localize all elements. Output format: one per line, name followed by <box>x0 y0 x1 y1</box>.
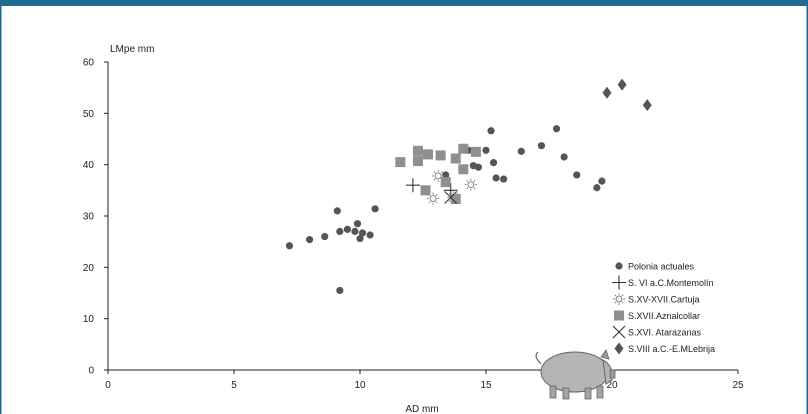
data-point <box>412 156 423 167</box>
legend-marker <box>615 262 623 270</box>
x-tick-label: 25 <box>732 380 744 391</box>
legend-label: S.XVI. Atarazanas <box>628 328 702 338</box>
legend-label: S.XV-XVII.Cartuja <box>628 295 700 305</box>
data-point <box>333 207 341 215</box>
data-point <box>537 142 546 150</box>
frame-right-edge <box>806 0 808 414</box>
data-point <box>336 227 344 235</box>
data-point <box>358 229 367 237</box>
x-tick-label: 20 <box>606 380 618 391</box>
tick-labels: 0 5 10 15 20 25 0 10 20 30 40 50 60 <box>83 58 744 392</box>
y-tick-label: 0 <box>88 366 94 377</box>
data-point <box>371 205 379 213</box>
data-point <box>593 184 601 192</box>
legend: Polonia actuales S. VI a.C.Montemolín S.XV… <box>612 262 715 355</box>
data-point <box>552 125 561 133</box>
data-point <box>442 171 450 179</box>
data-point <box>440 177 451 188</box>
x-tick-label: 10 <box>354 380 366 391</box>
axes: LMpe mm AD mm <box>107 44 738 414</box>
data-point <box>351 227 359 235</box>
x-tick-label: 0 <box>105 380 111 391</box>
data-point <box>356 234 364 243</box>
x-tick-label: 5 <box>231 380 237 391</box>
data-point <box>432 169 445 182</box>
data-point <box>517 147 525 155</box>
data-point <box>573 171 581 179</box>
data-point <box>602 86 612 99</box>
legend-marker <box>613 293 625 305</box>
data-point <box>598 177 606 185</box>
y-tick-label: 20 <box>83 263 95 274</box>
data-point <box>464 178 477 191</box>
data-point <box>450 194 461 205</box>
legend-label: Polonia actuales <box>628 262 695 272</box>
y-axis-label: LMpe mm <box>110 44 154 55</box>
data-point <box>353 220 362 228</box>
data-points <box>285 78 652 295</box>
data-point <box>321 232 329 241</box>
data-point <box>412 145 423 156</box>
y-tick-label: 60 <box>83 58 95 69</box>
data-point <box>285 242 294 250</box>
data-point <box>450 153 461 164</box>
legend-label: S.VIII a.C.-E.MLebrija <box>628 344 715 354</box>
data-point <box>500 175 508 183</box>
data-point <box>366 231 374 239</box>
legend-label: S. VI a.C.Montemolín <box>628 278 714 288</box>
data-point <box>458 164 469 175</box>
x-axis-label: AD mm <box>405 404 438 414</box>
legend-label: S.XVII.Aznalcollar <box>628 311 700 321</box>
data-point <box>617 78 627 91</box>
data-point <box>443 183 458 198</box>
data-point <box>470 146 481 157</box>
data-point <box>435 150 446 161</box>
data-point <box>482 146 490 154</box>
data-point <box>489 159 498 167</box>
y-tick-label: 40 <box>83 160 95 171</box>
data-point <box>560 153 568 161</box>
data-point <box>444 191 458 204</box>
data-point <box>458 143 469 154</box>
data-point <box>395 157 406 168</box>
legend-marker <box>612 275 626 290</box>
data-point <box>492 174 500 182</box>
data-point <box>405 178 420 193</box>
y-tick-label: 30 <box>83 212 95 223</box>
legend-marker <box>614 342 624 355</box>
data-point <box>427 192 440 205</box>
data-point <box>420 185 431 196</box>
pig-icon <box>535 349 616 400</box>
y-tick-label: 50 <box>83 109 95 120</box>
legend-marker <box>614 310 624 321</box>
legend-marker <box>612 325 626 339</box>
frame-top-bar <box>0 0 808 6</box>
y-tick-label: 10 <box>83 314 95 325</box>
data-point <box>343 225 351 233</box>
data-point <box>336 286 344 295</box>
data-point <box>487 127 495 135</box>
data-point <box>423 149 434 160</box>
data-point <box>474 163 483 171</box>
data-point <box>642 99 652 112</box>
data-point <box>306 236 314 244</box>
frame-left-edge <box>0 0 2 414</box>
x-tick-label: 15 <box>480 380 492 391</box>
